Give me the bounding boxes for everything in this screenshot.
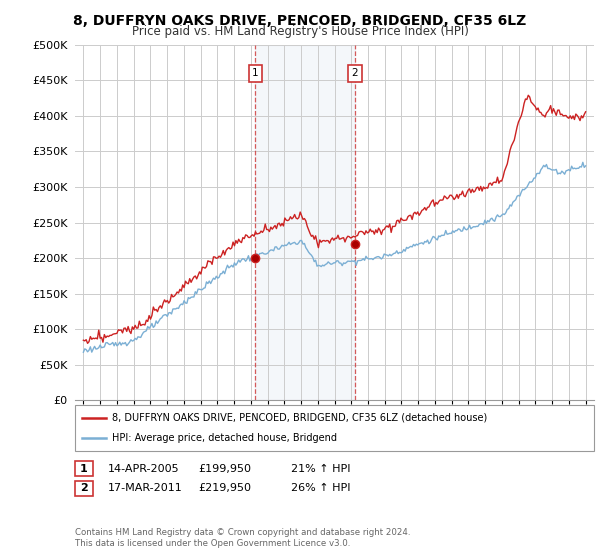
Text: Contains HM Land Registry data © Crown copyright and database right 2024.
This d: Contains HM Land Registry data © Crown c… xyxy=(75,528,410,548)
Text: 14-APR-2005: 14-APR-2005 xyxy=(108,464,179,474)
Text: 1: 1 xyxy=(252,68,259,78)
Text: 2: 2 xyxy=(352,68,358,78)
Text: £199,950: £199,950 xyxy=(198,464,251,474)
Text: 1: 1 xyxy=(80,464,88,474)
Text: Price paid vs. HM Land Registry's House Price Index (HPI): Price paid vs. HM Land Registry's House … xyxy=(131,25,469,38)
Text: 26% ↑ HPI: 26% ↑ HPI xyxy=(291,483,350,493)
Text: 8, DUFFRYN OAKS DRIVE, PENCOED, BRIDGEND, CF35 6LZ (detached house): 8, DUFFRYN OAKS DRIVE, PENCOED, BRIDGEND… xyxy=(112,413,487,423)
Text: 2: 2 xyxy=(80,483,88,493)
Text: 21% ↑ HPI: 21% ↑ HPI xyxy=(291,464,350,474)
Text: HPI: Average price, detached house, Bridgend: HPI: Average price, detached house, Brid… xyxy=(112,433,337,443)
Text: 8, DUFFRYN OAKS DRIVE, PENCOED, BRIDGEND, CF35 6LZ: 8, DUFFRYN OAKS DRIVE, PENCOED, BRIDGEND… xyxy=(73,14,527,28)
Text: 17-MAR-2011: 17-MAR-2011 xyxy=(108,483,183,493)
Bar xyxy=(256,45,355,400)
Text: £219,950: £219,950 xyxy=(198,483,251,493)
